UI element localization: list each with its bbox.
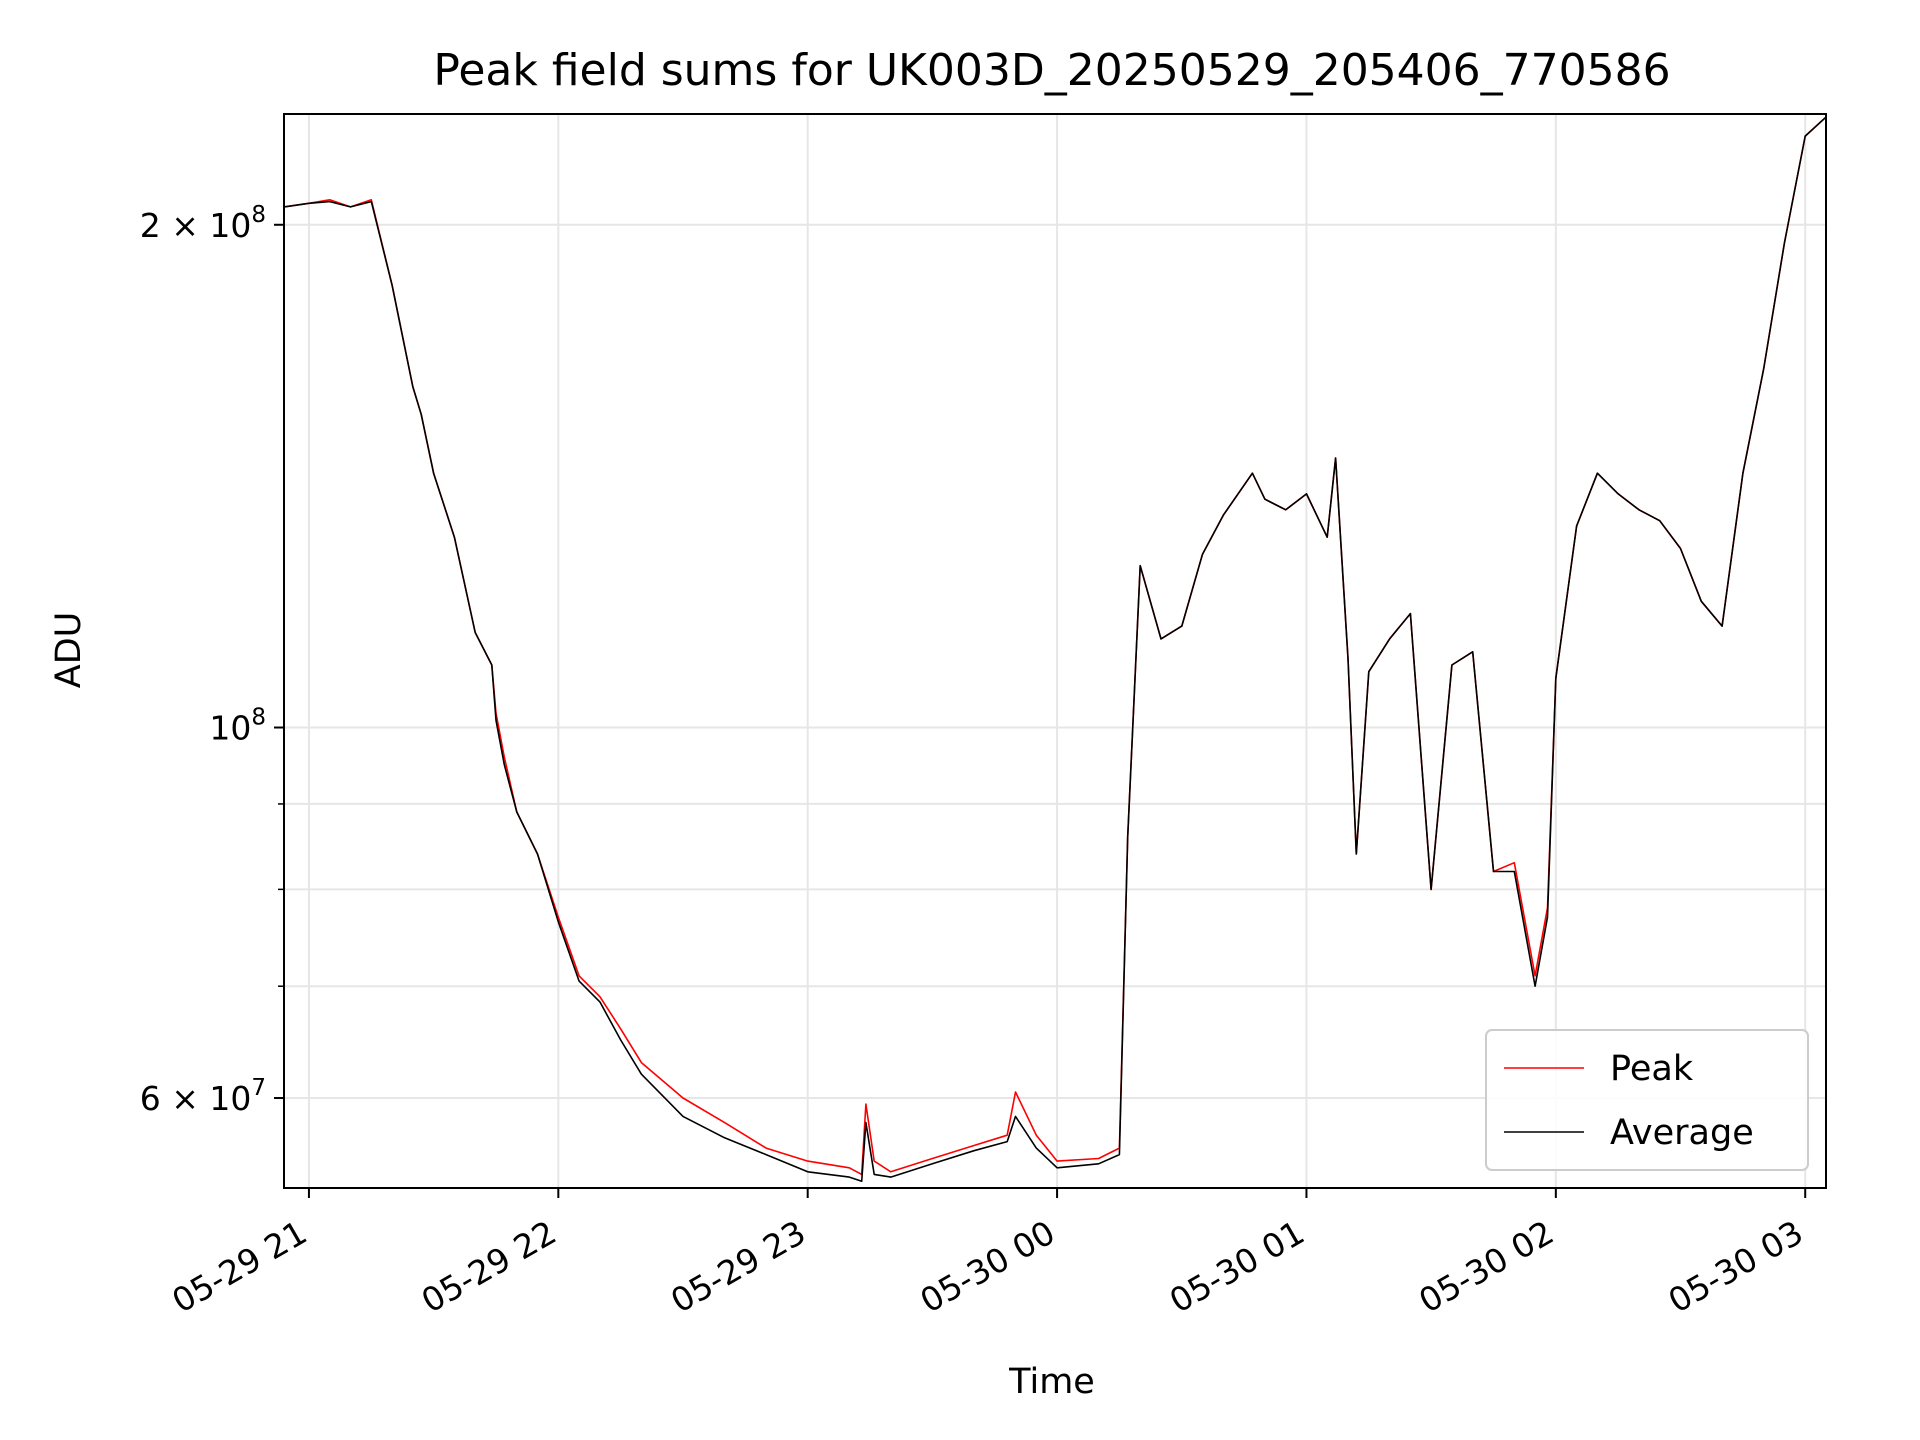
legend-label-peak: Peak — [1610, 1049, 1694, 1089]
chart-title: Peak field sums for UK003D_20250529_2054… — [433, 45, 1670, 96]
y-axis-label: ADU — [49, 612, 89, 689]
grid — [284, 114, 1826, 1188]
series-line-average — [284, 116, 1826, 1182]
x-axis-label: Time — [1008, 1362, 1095, 1402]
y-tick-label: 6 × 107 — [140, 1075, 266, 1118]
legend: Peak Average — [1485, 1029, 1809, 1171]
series-area — [284, 116, 1826, 1182]
y-tick-label: 2 × 108 — [140, 202, 266, 245]
plot-frame — [283, 113, 1827, 1189]
legend-box — [1485, 1029, 1809, 1171]
legend-label-average: Average — [1610, 1113, 1754, 1153]
y-tick-label: 108 — [209, 705, 266, 748]
